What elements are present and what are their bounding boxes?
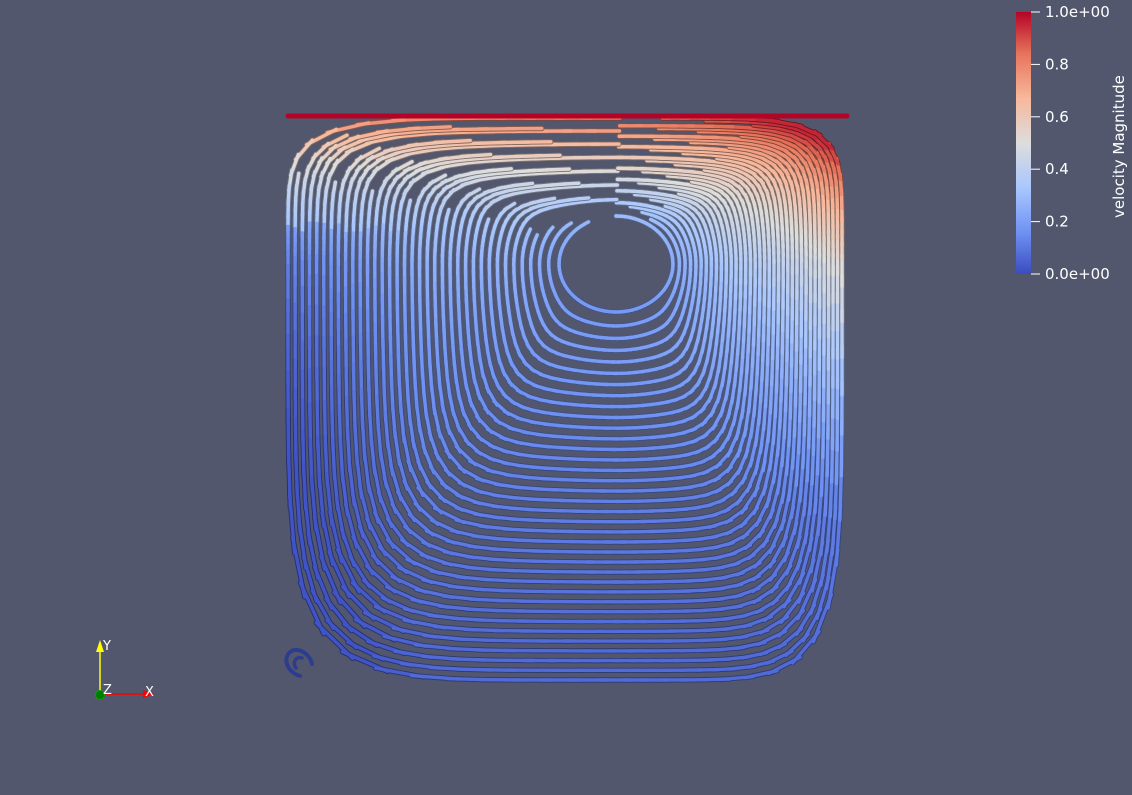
streamline-segment bbox=[702, 168, 711, 173]
streamline-segment bbox=[727, 145, 737, 150]
streamline-segment bbox=[663, 204, 670, 209]
streamline-segment bbox=[677, 191, 684, 196]
streamline-segment bbox=[690, 179, 697, 184]
streamline-segment bbox=[739, 134, 749, 139]
streamline-segment bbox=[715, 156, 724, 161]
streamline-segment bbox=[649, 217, 654, 222]
streamlines-plot bbox=[285, 115, 845, 683]
